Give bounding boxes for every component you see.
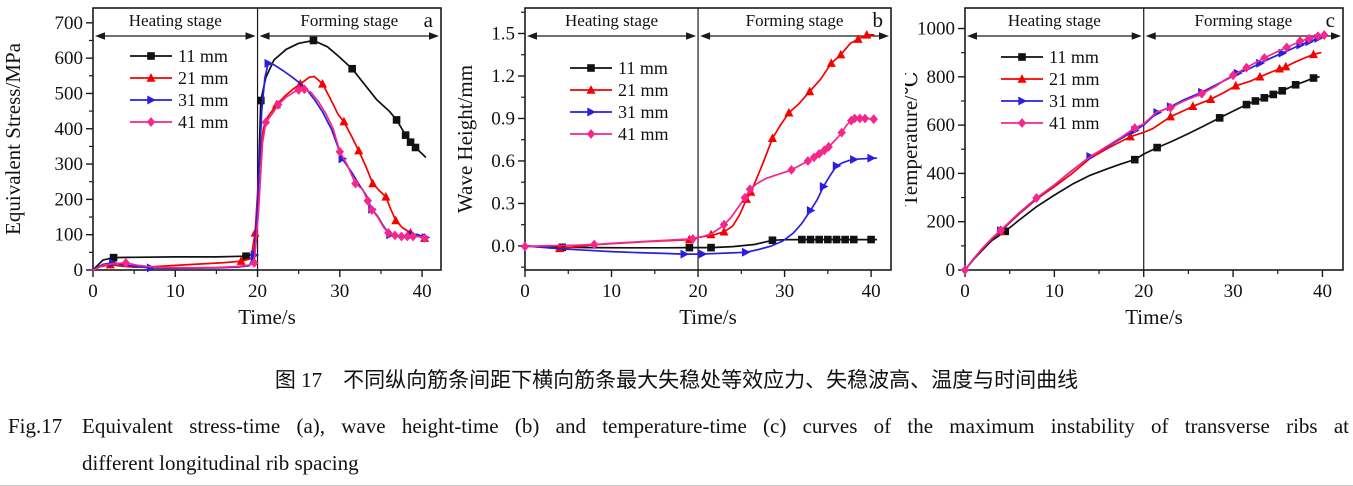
- svg-text:500: 500: [55, 83, 84, 104]
- legend-label: 11 mm: [618, 58, 668, 78]
- svg-text:30: 30: [1224, 281, 1243, 302]
- svg-text:10: 10: [166, 281, 185, 302]
- legend-label: 11 mm: [1049, 47, 1099, 67]
- stage-annotations: Heating stage Forming stage b: [527, 8, 889, 40]
- svg-text:10: 10: [1045, 281, 1064, 302]
- stage-annotations: Heating stage Forming stage a: [95, 8, 439, 40]
- caption-english-body: Equivalent stress-time (a), wave height-…: [82, 408, 1353, 482]
- legend-label: 21 mm: [1049, 69, 1100, 89]
- svg-text:40: 40: [862, 281, 881, 302]
- stage-label: Forming stage: [1194, 11, 1292, 30]
- legend-label: 21 mm: [178, 68, 229, 88]
- svg-text:30: 30: [775, 281, 794, 302]
- wave-height-chart: 0 10 20 30 40 0.0 0.3 0.6 0.9 1.2 1.5 Time/s Wave He…: [458, 7, 892, 329]
- stage-label: Heating stage: [565, 11, 658, 30]
- stage-label: Heating stage: [1008, 11, 1101, 30]
- stage-label: Heating stage: [129, 11, 222, 30]
- axes: 0 10 20 30 4002004006008001000Time/sTemperat…: [905, 7, 1344, 329]
- series-41mm: [92, 84, 429, 271]
- svg-text:0: 0: [74, 260, 84, 281]
- svg-text:600: 600: [927, 115, 956, 136]
- svg-text:1000: 1000: [917, 19, 955, 40]
- stage-label: Forming stage: [300, 11, 398, 30]
- svg-text:0: 0: [960, 281, 970, 302]
- svg-text:200: 200: [55, 189, 84, 210]
- svg-text:600: 600: [55, 48, 84, 69]
- svg-text:30: 30: [330, 281, 349, 302]
- x-axis-label: Time/s: [1125, 305, 1183, 329]
- svg-text:0: 0: [946, 260, 956, 281]
- charts-row: 0 10 20 30 40 0 100 200 300 400 500 600 700 Time/s Equ…: [1, 7, 1344, 329]
- svg-text:20: 20: [689, 281, 708, 302]
- svg-text:400: 400: [55, 119, 84, 140]
- legend-label: 31 mm: [618, 102, 669, 122]
- svg-text:300: 300: [55, 154, 84, 175]
- svg-text:1.5: 1.5: [491, 23, 515, 44]
- svg-text:0: 0: [520, 281, 530, 302]
- svg-text:100: 100: [55, 225, 84, 246]
- legend-label: 31 mm: [178, 90, 229, 110]
- svg-text:0.6: 0.6: [491, 151, 515, 172]
- x-axis-label: Time/s: [238, 305, 296, 329]
- axes: 0 10 20 30 400100200300400500600700Time/sEqu…: [1, 7, 442, 329]
- svg-text:0.0: 0.0: [491, 236, 515, 257]
- legend-label: 41 mm: [178, 112, 229, 132]
- panel-letter: b: [873, 8, 884, 32]
- stage-label: Forming stage: [746, 11, 844, 30]
- x-axis-label: Time/s: [679, 305, 737, 329]
- caption-fig-label: Fig.17: [8, 414, 63, 438]
- svg-text:40: 40: [1313, 281, 1332, 302]
- y-axis-label: Equivalent Stress/MPa: [1, 42, 25, 235]
- series-11mm: [964, 74, 1320, 271]
- caption-en-line2: different longitudinal rib spacing: [82, 451, 359, 475]
- series-41mm: [960, 30, 1329, 275]
- y-axis-label: Temperature/℃: [905, 71, 922, 206]
- series-21mm: [524, 30, 875, 253]
- series-11mm: [524, 235, 878, 252]
- svg-text:1.2: 1.2: [491, 66, 515, 87]
- figure-caption: 图 17 不同纵向筋条间距下横向筋条最大失稳处等效应力、失稳波高、温度与时间曲线…: [0, 364, 1353, 482]
- equivalent-stress-chart: 0 10 20 30 400100200300400500600700Time/sEqu…: [1, 7, 442, 329]
- legend-label: 41 mm: [618, 124, 669, 144]
- caption-english: Fig.17 Equivalent stress-time (a), wave …: [0, 408, 1353, 482]
- series-31mm: [524, 153, 878, 259]
- legend-label: 31 mm: [1049, 91, 1100, 111]
- panel-letter: c: [1326, 8, 1335, 32]
- legend-label: 41 mm: [1049, 113, 1100, 133]
- svg-text:700: 700: [55, 13, 84, 34]
- caption-en-line1: Equivalent stress-time (a), wave height-…: [82, 414, 1349, 438]
- legend-label: 11 mm: [178, 46, 228, 66]
- caption-chinese: 图 17 不同纵向筋条间距下横向筋条最大失稳处等效应力、失稳波高、温度与时间曲线: [274, 368, 1079, 392]
- legend-label: 21 mm: [618, 80, 669, 100]
- svg-text:0: 0: [88, 281, 98, 302]
- svg-text:20: 20: [1134, 281, 1153, 302]
- svg-text:800: 800: [927, 67, 956, 88]
- svg-text:200: 200: [927, 212, 956, 233]
- panel-letter: a: [424, 8, 434, 32]
- svg-text:10: 10: [602, 281, 621, 302]
- axes: 0 10 20 30 40 0.0 0.3 0.6 0.9 1.2 1.5 Time/s Wave He…: [458, 7, 892, 329]
- svg-text:400: 400: [927, 163, 956, 184]
- svg-text:0.3: 0.3: [491, 193, 515, 214]
- svg-text:20: 20: [248, 281, 267, 302]
- series-11mm: [92, 36, 427, 271]
- temperature-chart: 0 10 20 30 4002004006008001000Time/sTemperat…: [905, 7, 1344, 329]
- svg-text:40: 40: [413, 281, 432, 302]
- stage-annotations: Heating stage Forming stage c: [967, 8, 1341, 40]
- svg-text:0.9: 0.9: [491, 108, 515, 129]
- y-axis-label: Wave Height/mm: [458, 65, 477, 213]
